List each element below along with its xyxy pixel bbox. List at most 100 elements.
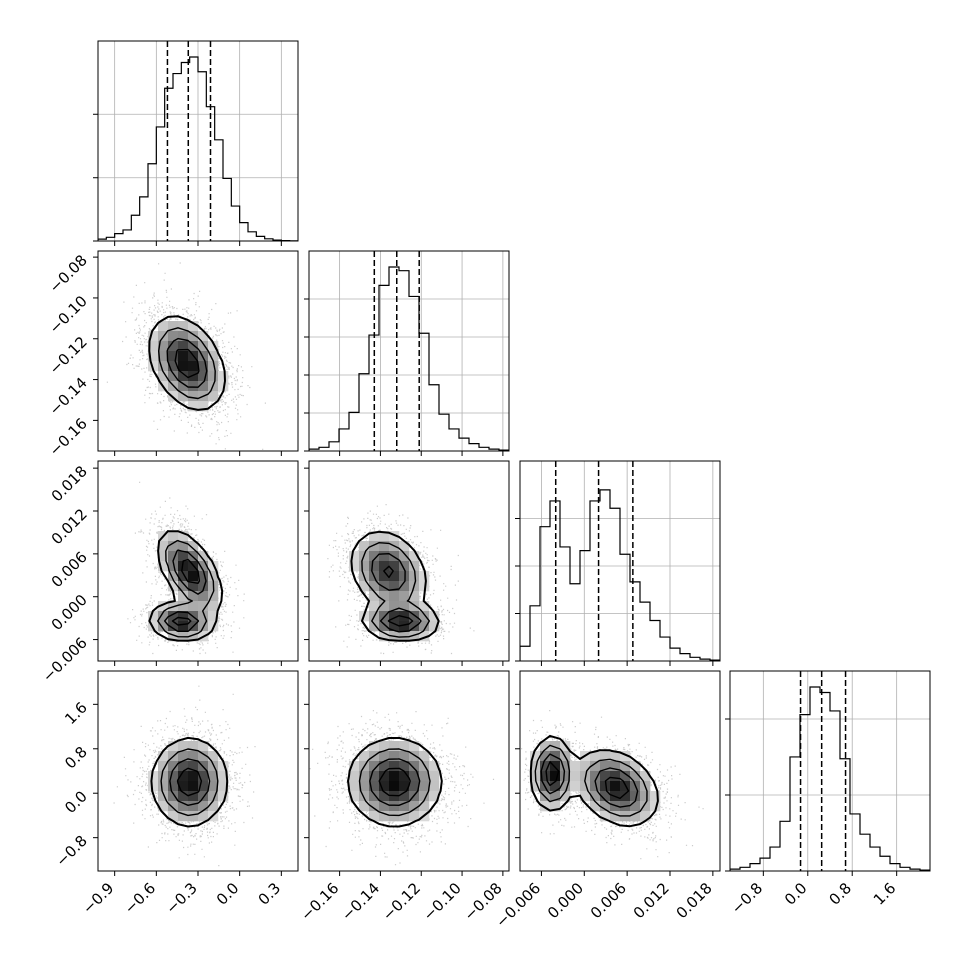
density-cell bbox=[389, 621, 400, 632]
contour-line bbox=[347, 736, 443, 828]
density-cell bbox=[630, 801, 641, 812]
density-cell bbox=[419, 601, 430, 612]
density-cell bbox=[610, 811, 621, 822]
density-cell bbox=[198, 811, 209, 822]
density-cell bbox=[419, 621, 430, 632]
density-cell bbox=[178, 541, 189, 552]
density-cell bbox=[178, 751, 189, 762]
density-cell bbox=[178, 741, 189, 752]
density-cell bbox=[158, 601, 169, 612]
panel-frame bbox=[519, 460, 721, 662]
histogram-bars bbox=[98, 56, 298, 241]
contour-line bbox=[371, 553, 422, 633]
y-tick-label: 1.6 bbox=[61, 698, 91, 728]
density-cell bbox=[600, 751, 611, 762]
density-cell bbox=[379, 591, 390, 602]
density-cell bbox=[349, 551, 360, 562]
density-cell bbox=[178, 331, 189, 342]
contour-line bbox=[350, 530, 440, 642]
density-cell bbox=[429, 611, 440, 622]
contour-line bbox=[529, 734, 659, 828]
density-cell bbox=[389, 571, 400, 582]
density-cell bbox=[409, 801, 420, 812]
density-cell bbox=[389, 601, 400, 612]
y-tick-label: −0.08 bbox=[46, 251, 91, 296]
density-cell bbox=[148, 341, 159, 352]
density-cell bbox=[188, 551, 199, 562]
density-cell bbox=[419, 761, 430, 772]
y-tick-label: −0.12 bbox=[46, 333, 91, 378]
density-cell bbox=[168, 561, 179, 572]
density-cell bbox=[379, 601, 390, 612]
y-tick-label: 0.000 bbox=[48, 591, 91, 634]
density-cell bbox=[379, 761, 390, 772]
density-cell bbox=[188, 371, 199, 382]
x-tick-label: 0.018 bbox=[673, 879, 716, 922]
panel-background bbox=[520, 461, 720, 661]
density-cell bbox=[208, 391, 219, 402]
x-tick-label: −0.12 bbox=[379, 879, 424, 924]
density-cell bbox=[610, 761, 621, 772]
density-cell bbox=[168, 551, 179, 562]
density-cell bbox=[419, 631, 430, 642]
density-cell bbox=[369, 811, 380, 822]
density-cell bbox=[148, 361, 159, 372]
density-cell bbox=[188, 791, 199, 802]
density-cell bbox=[530, 761, 541, 772]
histogram-bars bbox=[520, 489, 720, 661]
density-cell bbox=[198, 791, 209, 802]
density-cell bbox=[178, 571, 189, 582]
density-cell bbox=[188, 771, 199, 782]
y-tick-label: −0.10 bbox=[46, 292, 91, 337]
density-cell bbox=[419, 791, 430, 802]
density-cell bbox=[178, 621, 189, 632]
contour-line bbox=[545, 761, 630, 800]
density-cell bbox=[208, 601, 219, 612]
density-cell bbox=[178, 321, 189, 332]
density-cell bbox=[188, 781, 199, 792]
y-tick-label: −0.006 bbox=[39, 634, 91, 686]
contour-line bbox=[169, 758, 211, 806]
density-cell bbox=[218, 761, 229, 772]
density-cell bbox=[198, 781, 209, 792]
y-tick-label: −0.16 bbox=[46, 414, 91, 459]
density-cell bbox=[158, 541, 169, 552]
density-cell bbox=[620, 761, 631, 772]
density-cell bbox=[178, 341, 189, 352]
density-cell bbox=[580, 791, 591, 802]
x-tick-label: −0.6 bbox=[121, 879, 159, 917]
contour-line bbox=[176, 767, 203, 797]
density-cell bbox=[359, 581, 370, 592]
contour-line bbox=[358, 748, 431, 817]
density-cell bbox=[168, 611, 179, 622]
x-tick-label: −0.14 bbox=[338, 879, 383, 924]
density-cell bbox=[188, 751, 199, 762]
x-tick-label: 0.000 bbox=[544, 879, 587, 922]
density-cell bbox=[188, 401, 199, 412]
density-cell bbox=[419, 771, 430, 782]
density-cell bbox=[198, 371, 209, 382]
contour-line bbox=[158, 327, 216, 400]
density-cell bbox=[550, 801, 561, 812]
contour-line bbox=[174, 348, 200, 379]
density-cell bbox=[208, 591, 219, 602]
density-cell bbox=[198, 581, 209, 592]
contour-line bbox=[157, 539, 215, 638]
density-cell bbox=[379, 791, 390, 802]
density-cell bbox=[188, 761, 199, 772]
density-cell bbox=[359, 771, 370, 782]
density-cell bbox=[399, 571, 410, 582]
density-cell bbox=[168, 781, 179, 792]
density-cell bbox=[379, 811, 390, 822]
density-cell bbox=[399, 751, 410, 762]
density-cell bbox=[570, 771, 581, 782]
density-cell bbox=[168, 801, 179, 812]
x-tick-label: 0.0 bbox=[781, 879, 811, 909]
density-cell bbox=[429, 761, 440, 772]
density-cell bbox=[208, 771, 219, 782]
density-cell bbox=[188, 631, 199, 642]
contour-line bbox=[361, 542, 430, 638]
density-cell bbox=[168, 761, 179, 772]
density-cell bbox=[640, 811, 651, 822]
density-cell bbox=[168, 371, 179, 382]
